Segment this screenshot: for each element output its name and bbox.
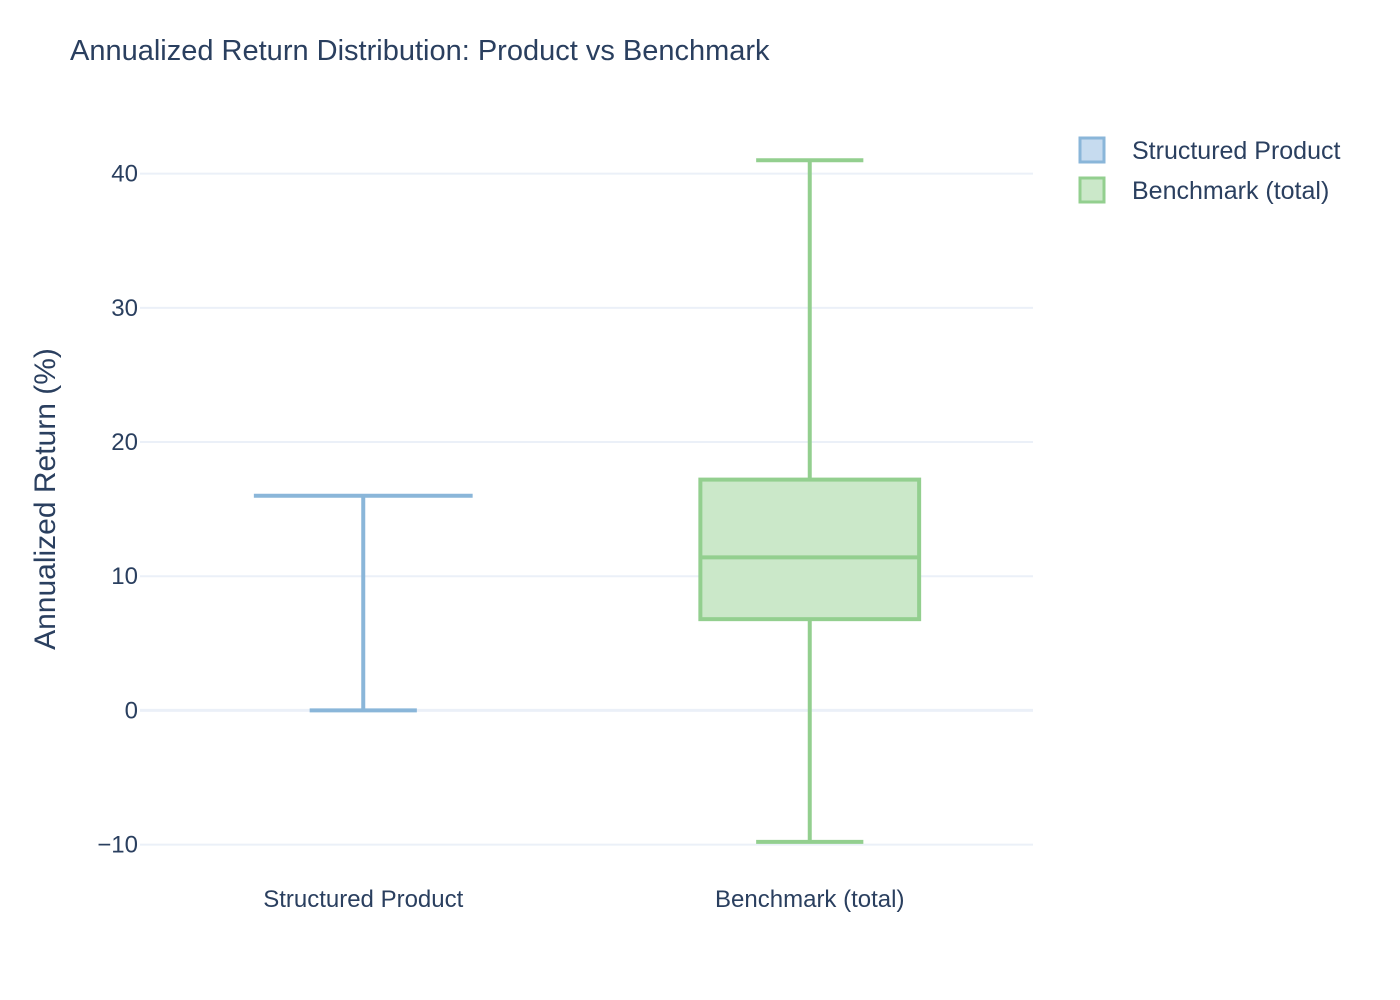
x-tick-label: Benchmark (total) — [715, 886, 904, 913]
legend-item[interactable]: Structured Product — [1078, 136, 1340, 165]
x-tick-labels: Structured Product Benchmark (total) — [263, 886, 904, 913]
box-structured-product — [253, 493, 473, 713]
legend-label: Structured Product — [1132, 137, 1340, 165]
legend-item[interactable]: Benchmark (total) — [1078, 176, 1329, 205]
y-tick-label: −10 — [97, 832, 138, 859]
legend: Structured Product Benchmark (total) — [1078, 136, 1340, 205]
legend-label: Benchmark (total) — [1132, 177, 1329, 205]
y-tick-label: 30 — [111, 295, 138, 322]
box-iqr — [698, 477, 922, 622]
y-axis-title: Annualized Return (%) — [29, 348, 62, 650]
x-tick-label: Structured Product — [263, 886, 463, 913]
chart-title: Annualized Return Distribution: Product … — [70, 35, 770, 67]
y-tick-label: 0 — [125, 697, 138, 724]
box-benchmark — [698, 158, 922, 844]
legend-swatch — [1078, 176, 1106, 204]
y-tick-label: 20 — [111, 429, 138, 456]
box-series — [253, 158, 922, 844]
y-tick-label: 10 — [111, 563, 138, 590]
gridlines — [140, 172, 1033, 846]
legend-swatch — [1078, 136, 1106, 164]
y-tick-label: 40 — [111, 161, 138, 188]
y-tick-labels: −10 0 10 20 30 40 — [97, 161, 138, 859]
